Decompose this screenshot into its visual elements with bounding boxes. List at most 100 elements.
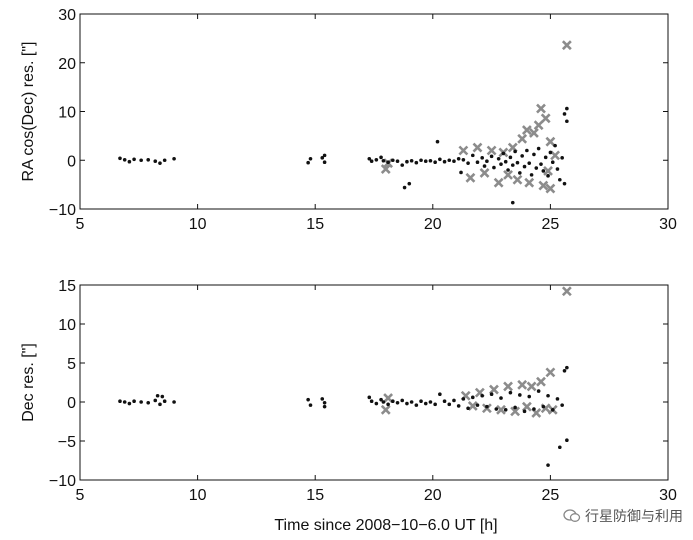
dot-marker: [536, 389, 541, 393]
dot-marker: [527, 161, 532, 165]
dot-marker: [132, 399, 136, 404]
dot-marker: [414, 403, 419, 407]
cross-marker: [458, 145, 469, 156]
dot-marker: [122, 157, 127, 162]
y-tick-label: 20: [58, 56, 76, 73]
dot-marker: [428, 400, 433, 404]
dot-marker: [543, 155, 548, 160]
x-axis-label: Time since 2008−10−6.0 UT [h]: [274, 517, 497, 534]
plot-frame: [79, 284, 669, 481]
dot-marker: [118, 156, 122, 161]
cross-marker: [538, 180, 549, 191]
plot-frame: [79, 13, 669, 210]
x-tick-label: 20: [424, 216, 442, 233]
dot-marker: [532, 152, 536, 157]
dot-marker: [475, 403, 480, 407]
x-tick-label: 25: [542, 216, 560, 233]
cross-marker: [536, 103, 546, 114]
watermark-text: 行星防御与利用: [585, 509, 683, 525]
dot-marker: [158, 402, 162, 407]
dot-marker: [482, 164, 487, 168]
dot-marker: [546, 463, 550, 467]
cross-marker: [521, 125, 532, 135]
dot-marker: [405, 401, 409, 406]
cross-marker: [521, 401, 532, 412]
cross-marker: [503, 169, 513, 180]
dot-marker: [162, 399, 167, 404]
chart-panel-2: 5 10 15 20 25 30 −10 −5 0 5 10 15 Dec res. ["] Time s…: [20, 278, 677, 534]
dot-marker: [506, 168, 510, 172]
dot-marker: [513, 405, 517, 410]
wechat-icon: [563, 509, 581, 522]
dot-marker: [423, 159, 428, 164]
dot-marker: [494, 407, 499, 411]
dot-marker: [466, 406, 470, 411]
dot-marker: [558, 445, 562, 450]
dot-marker: [369, 159, 374, 164]
dot-marker: [423, 401, 428, 406]
dot-marker: [153, 398, 158, 403]
watermark: 行星防御与利用: [563, 506, 683, 526]
dot-marker: [536, 146, 541, 151]
y-tick-label: 30: [58, 7, 76, 24]
cross-marker: [561, 286, 572, 297]
dot-marker: [466, 161, 470, 165]
dot-marker: [139, 158, 143, 163]
dot-marker: [546, 393, 550, 398]
dot-marker: [461, 157, 466, 162]
cross-marker-series: [380, 286, 572, 418]
dot-marker: [435, 139, 440, 144]
dot-marker: [492, 165, 496, 170]
dot-marker: [562, 181, 567, 186]
cross-marker: [545, 183, 556, 194]
dot-marker: [407, 181, 412, 186]
x-tick-label: 30: [659, 216, 677, 233]
dot-marker: [322, 400, 327, 405]
dot-marker: [515, 160, 520, 165]
dot-marker: [442, 399, 447, 404]
y-axis-label: Dec res. ["]: [20, 343, 37, 422]
x-tick-label: 25: [542, 487, 560, 504]
dot-marker: [118, 399, 122, 404]
dot-marker: [555, 397, 560, 401]
dot-marker: [548, 150, 553, 155]
dot-marker: [433, 402, 437, 407]
cross-marker: [517, 379, 528, 390]
dot-marker: [381, 400, 386, 404]
dot-marker: [367, 156, 372, 161]
dot-marker: [560, 403, 564, 407]
cross-marker: [517, 133, 528, 144]
dot-marker: [379, 397, 383, 402]
dot-marker: [461, 397, 466, 401]
dot-marker: [550, 160, 555, 164]
dot-marker: [539, 162, 543, 166]
dot-marker: [480, 156, 484, 160]
dot-marker: [447, 402, 452, 407]
dot-marker: [320, 397, 325, 401]
dot-marker: [510, 163, 515, 167]
dot-marker: [127, 401, 132, 406]
dot-marker: [402, 185, 407, 190]
x-tick-label: 5: [76, 216, 85, 233]
dot-marker: [400, 163, 405, 167]
dot-marker: [381, 158, 386, 163]
dot-marker: [513, 149, 517, 154]
dot-marker: [320, 156, 325, 160]
cross-marker: [561, 40, 572, 51]
dot-marker: [374, 157, 379, 162]
dot-marker: [122, 400, 127, 404]
dot-marker: [172, 156, 176, 161]
dot-marker: [456, 156, 461, 161]
cross-marker: [524, 177, 535, 188]
dot-marker: [386, 160, 390, 164]
cross-marker: [540, 113, 551, 124]
dot-marker: [391, 158, 395, 163]
dot-marker: [308, 403, 313, 407]
dot-marker: [322, 153, 327, 158]
dot-marker: [162, 158, 167, 163]
cross-marker: [529, 128, 539, 138]
dot-marker: [470, 395, 475, 400]
cross-marker: [489, 384, 499, 395]
dot-marker: [489, 154, 494, 159]
y-tick-label: −5: [58, 434, 76, 451]
